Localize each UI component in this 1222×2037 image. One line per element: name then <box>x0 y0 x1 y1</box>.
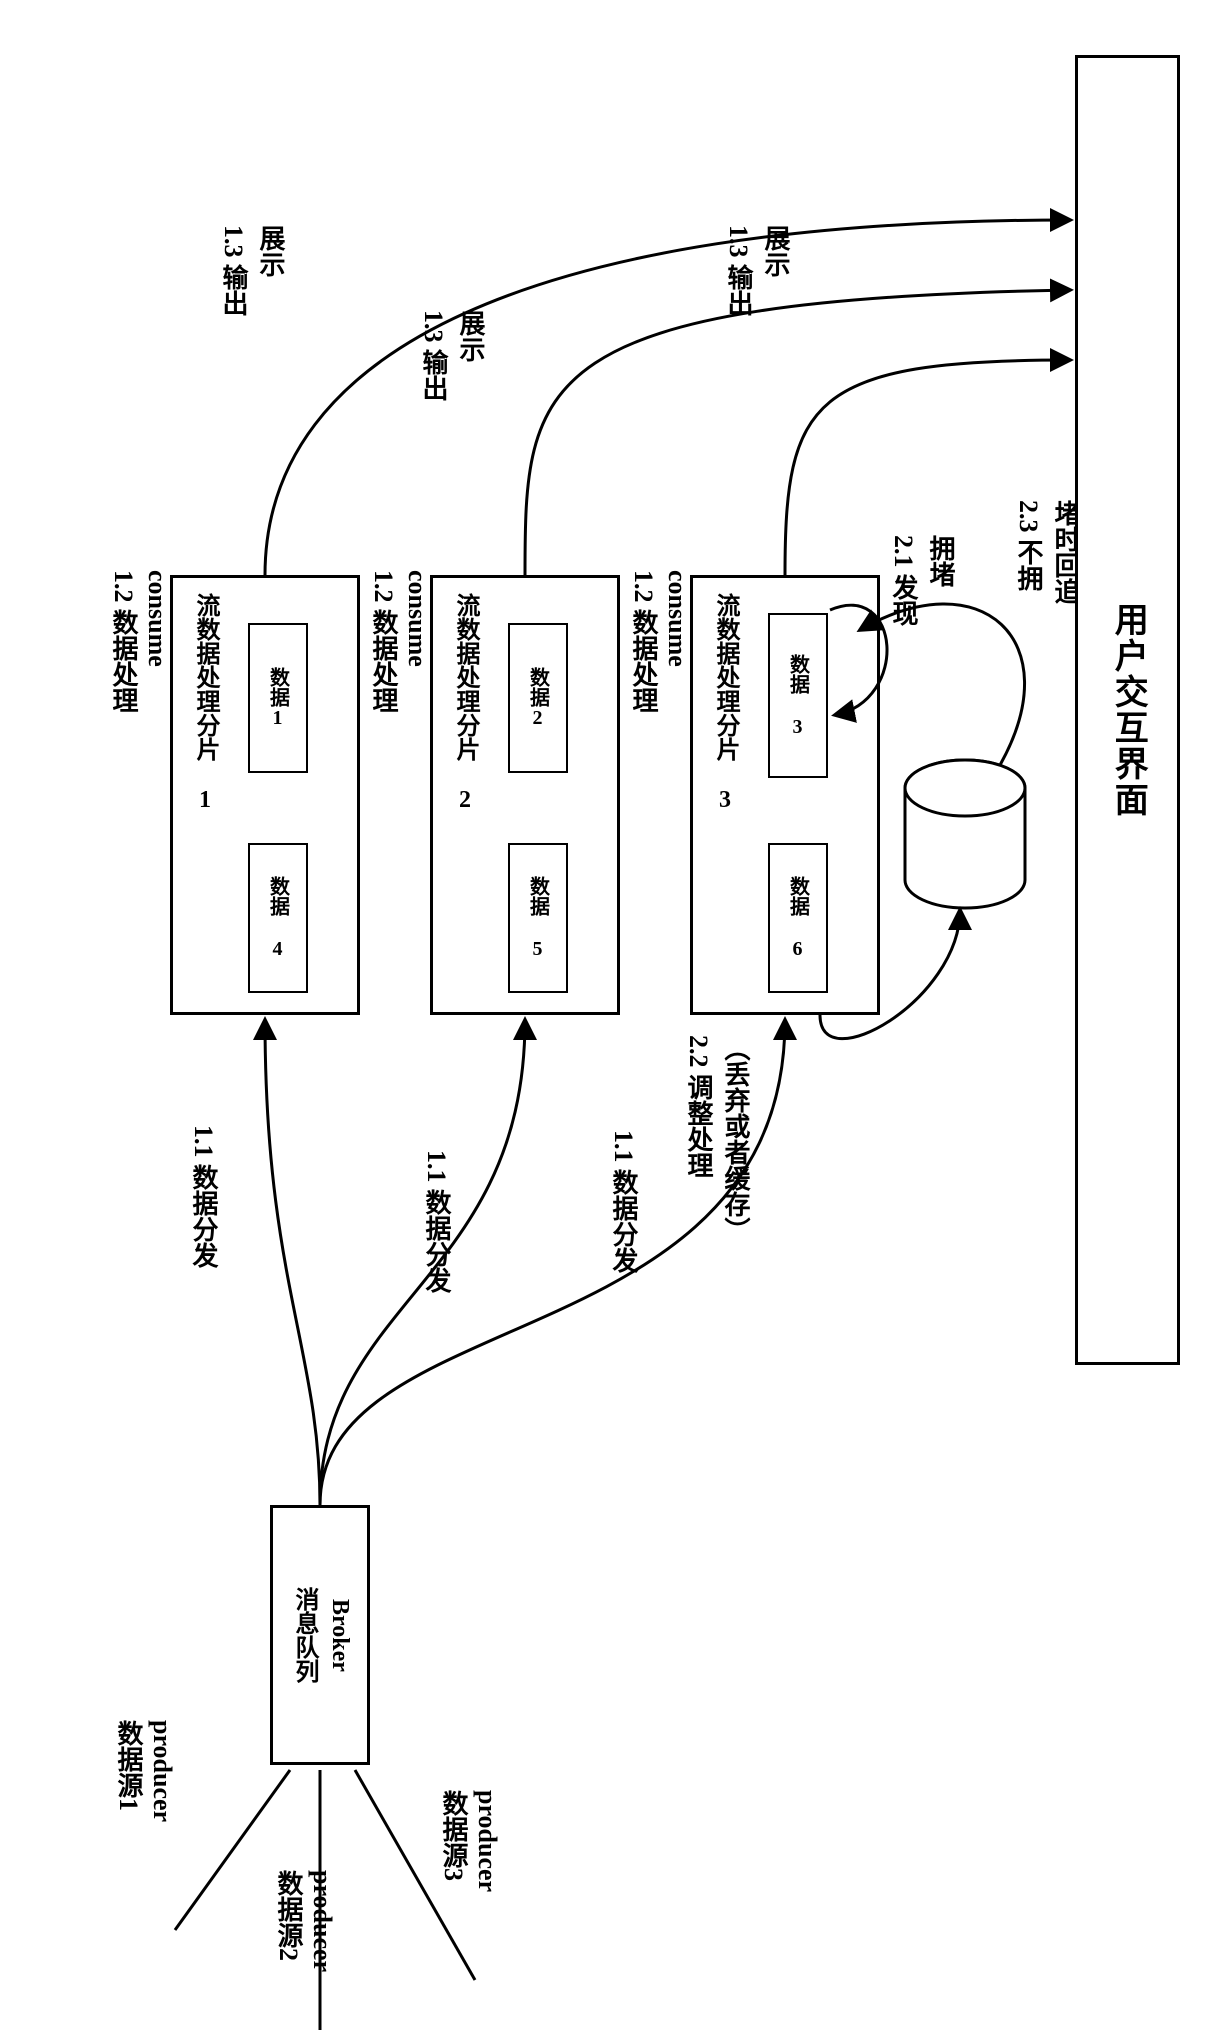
congestion-detect-label: 2.1 发现 拥堵 <box>885 535 959 626</box>
output-label-1: 1.3 输出 展示 <box>215 225 289 316</box>
shard-2-title: 流数据处理分片 2 <box>448 593 483 813</box>
broker-box: 消息队列 Broker <box>270 1505 370 1765</box>
source-1-label: 数据源1 producer <box>110 1720 177 1822</box>
distribute-label-2: 1.1 数据分发 <box>418 1150 455 1293</box>
shard-1-box: 流数据处理分片 1 数据 4 数据1 <box>170 575 360 1015</box>
ui-box: 用户交互界面 <box>1075 55 1180 1365</box>
shard-3-title: 流数据处理分片 3 <box>708 593 743 813</box>
shard-1-data-a: 数据 4 <box>248 843 308 993</box>
shard-2-data-b: 数据2 <box>508 623 568 773</box>
shard-1-data-b: 数据1 <box>248 623 308 773</box>
shard-3-data-a: 数据 6 <box>768 843 828 993</box>
consume-label-2: 1.2 数据处理 consume <box>365 570 432 713</box>
consume-label-1: 1.2 数据处理 consume <box>105 570 172 713</box>
congestion-adjust-label: 2.2 调整处理 （丢弃或者缓存） <box>680 1035 754 1243</box>
shard-2-box: 流数据处理分片 2 数据 5 数据2 <box>430 575 620 1015</box>
congestion-resume-label: 2.3 不拥 堵时回追 <box>1010 500 1084 604</box>
output-label-3: 1.3 输出 展示 <box>720 225 794 316</box>
consume-label-3: 1.2 数据处理 consume <box>625 570 692 713</box>
shard-3-data-b: 数据 3 <box>768 613 828 778</box>
source-2-label: 数据源2 producer <box>270 1870 337 1972</box>
distribute-label-1: 1.1 数据分发 <box>185 1125 222 1268</box>
output-label-2: 1.3 输出 展示 <box>415 310 489 401</box>
distribute-label-3: 1.1 数据分发 <box>605 1130 642 1273</box>
source-3-label: 数据源3 producer <box>435 1790 502 1892</box>
shard-2-data-a: 数据 5 <box>508 843 568 993</box>
shard-1-title: 流数据处理分片 1 <box>188 593 223 813</box>
arrows-overlay <box>0 0 1222 2037</box>
cache-cylinder <box>905 760 1025 908</box>
shard-3-box: 流数据处理分片 3 数据 6 数据 3 <box>690 575 880 1015</box>
